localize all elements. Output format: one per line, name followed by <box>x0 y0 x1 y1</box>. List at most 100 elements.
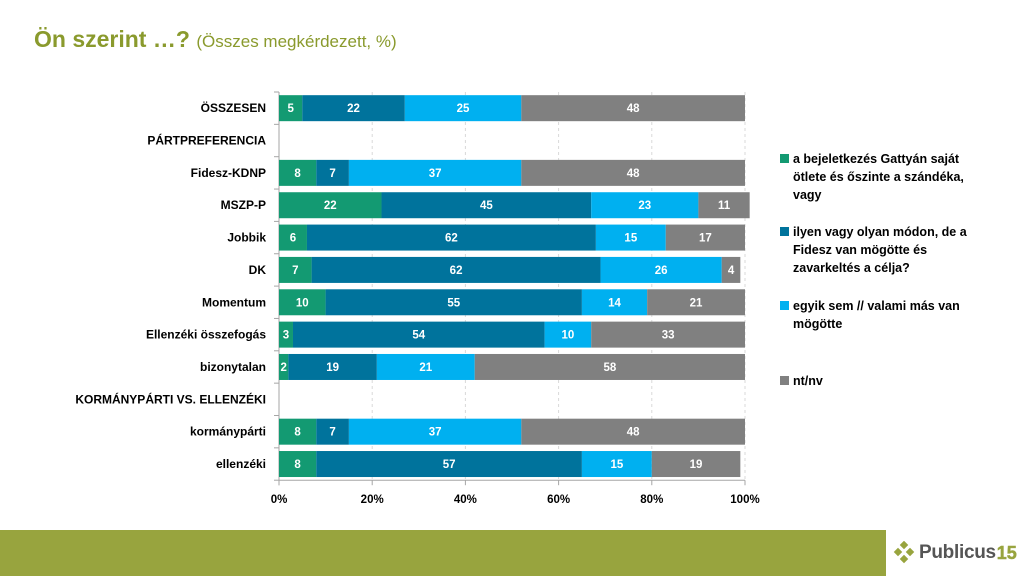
legend-item-ntnv: nt/nv <box>780 372 968 390</box>
bar-segment <box>721 256 741 283</box>
legend-swatch-ntnv <box>780 376 789 385</box>
bar-value-label: 58 <box>603 362 616 374</box>
legend-item-egyik-sem: egyik sem // valami más van mögötte <box>780 297 968 333</box>
x-tick-label: 20% <box>361 494 384 506</box>
x-tick-label: 100% <box>730 494 759 506</box>
bar-segment <box>279 289 326 316</box>
legend-swatch-fidesz <box>780 227 789 236</box>
bar-value-label: 62 <box>445 233 458 245</box>
bar-segment <box>404 95 522 122</box>
bar-value-label: 7 <box>329 427 335 439</box>
bar-value-label: 15 <box>610 459 623 471</box>
bar-value-label: 48 <box>627 427 640 439</box>
legend-item-gattyan: a bejeletkezés Gattyán saját ötlete és ő… <box>780 150 968 204</box>
legend-label-fidesz: ilyen vagy olyan módon, de a Fidesz van … <box>793 225 967 275</box>
bar-value-label: 55 <box>447 297 460 309</box>
bar-value-label: 4 <box>728 265 735 277</box>
legend-item-fidesz: ilyen vagy olyan módon, de a Fidesz van … <box>780 223 968 277</box>
bar-value-label: 48 <box>627 168 640 180</box>
bar-segment <box>651 451 741 478</box>
bar-value-label: 17 <box>699 233 712 245</box>
bar-segment <box>279 95 303 122</box>
x-tick-label: 80% <box>640 494 663 506</box>
bar-value-label: 21 <box>690 297 703 309</box>
bar-segment <box>595 224 666 251</box>
bar-segment <box>376 353 475 380</box>
bar-segment <box>279 192 382 219</box>
page-title: Ön szerint …? (Összes megkérdezett, %) <box>34 26 397 53</box>
logo-number: 15 <box>996 542 1018 563</box>
bar-value-label: 2 <box>280 362 286 374</box>
bar-value-label: 19 <box>690 459 703 471</box>
bar-segment <box>348 159 522 186</box>
bar-segment <box>311 256 601 283</box>
bar-value-label: 8 <box>294 168 301 180</box>
bar-value-label: 14 <box>608 297 621 309</box>
category-label: kormánypárti <box>190 425 266 439</box>
category-label: KORMÁNYPÁRTI VS. ELLENZÉKI <box>75 391 266 406</box>
bar-segment <box>381 192 592 219</box>
category-label: PÁRTPREFERENCIA <box>147 133 266 148</box>
bar-value-label: 62 <box>450 265 463 277</box>
bar-value-label: 45 <box>480 200 493 212</box>
category-label: MSZP-P <box>221 198 266 212</box>
bar-value-label: 6 <box>290 233 296 245</box>
category-label: DK <box>249 263 267 277</box>
category-label: Jobbik <box>227 231 266 245</box>
bar-segment <box>316 418 349 445</box>
bar-segment <box>279 224 307 251</box>
bar-segment <box>279 159 317 186</box>
footer-bar <box>0 530 886 576</box>
bar-segment <box>581 451 652 478</box>
bar-segment <box>647 289 745 316</box>
publicus-logo: Publicus 15 <box>893 538 1017 568</box>
category-label: ÖSSZESEN <box>201 100 266 115</box>
bar-value-label: 22 <box>347 103 360 115</box>
category-label: Fidesz-KDNP <box>191 166 266 180</box>
bar-value-label: 8 <box>294 459 301 471</box>
bar-value-label: 37 <box>429 168 442 180</box>
category-label: Momentum <box>202 295 266 309</box>
bar-segment <box>665 224 745 251</box>
bar-value-label: 15 <box>624 233 637 245</box>
legend-swatch-gattyan <box>780 154 789 163</box>
bar-value-label: 54 <box>412 330 425 342</box>
bar-segment <box>698 192 750 219</box>
bar-segment <box>325 289 582 316</box>
bar-value-label: 10 <box>296 297 309 309</box>
bar-segment <box>474 353 745 380</box>
legend-label-gattyan: a bejeletkezés Gattyán saját ötlete és ő… <box>793 152 964 202</box>
logo-diamond-icon <box>893 541 915 564</box>
bar-value-label: 21 <box>419 362 432 374</box>
bar-value-label: 11 <box>718 200 731 212</box>
logo-word: Publicus <box>919 542 996 563</box>
legend-label-ntnv: nt/nv <box>793 374 823 388</box>
bar-value-label: 26 <box>655 265 668 277</box>
bar-value-label: 8 <box>294 427 301 439</box>
bar-value-label: 19 <box>326 362 339 374</box>
bar-segment <box>288 353 377 380</box>
bar-segment <box>544 321 592 348</box>
bar-segment <box>521 95 745 122</box>
bar-segment <box>521 159 745 186</box>
bar-value-label: 7 <box>329 168 335 180</box>
bar-value-label: 48 <box>627 103 640 115</box>
category-label: bizonytalan <box>200 360 266 374</box>
category-label: Ellenzéki összefogás <box>146 328 266 342</box>
bar-value-label: 10 <box>562 330 575 342</box>
bar-value-label: 22 <box>324 200 337 212</box>
bar-segment <box>316 159 349 186</box>
bar-segment <box>521 418 745 445</box>
x-tick-label: 0% <box>271 494 288 506</box>
category-label: ellenzéki <box>216 457 266 471</box>
bar-segment <box>348 418 522 445</box>
legend-swatch-egyik-sem <box>780 301 789 310</box>
bar-segment <box>279 353 289 380</box>
bar-segment <box>279 321 293 348</box>
title-main: Ön szerint …? <box>34 26 190 52</box>
bar-segment <box>279 256 312 283</box>
bar-segment <box>581 289 648 316</box>
bar-value-label: 25 <box>457 103 470 115</box>
bar-segment <box>316 451 582 478</box>
